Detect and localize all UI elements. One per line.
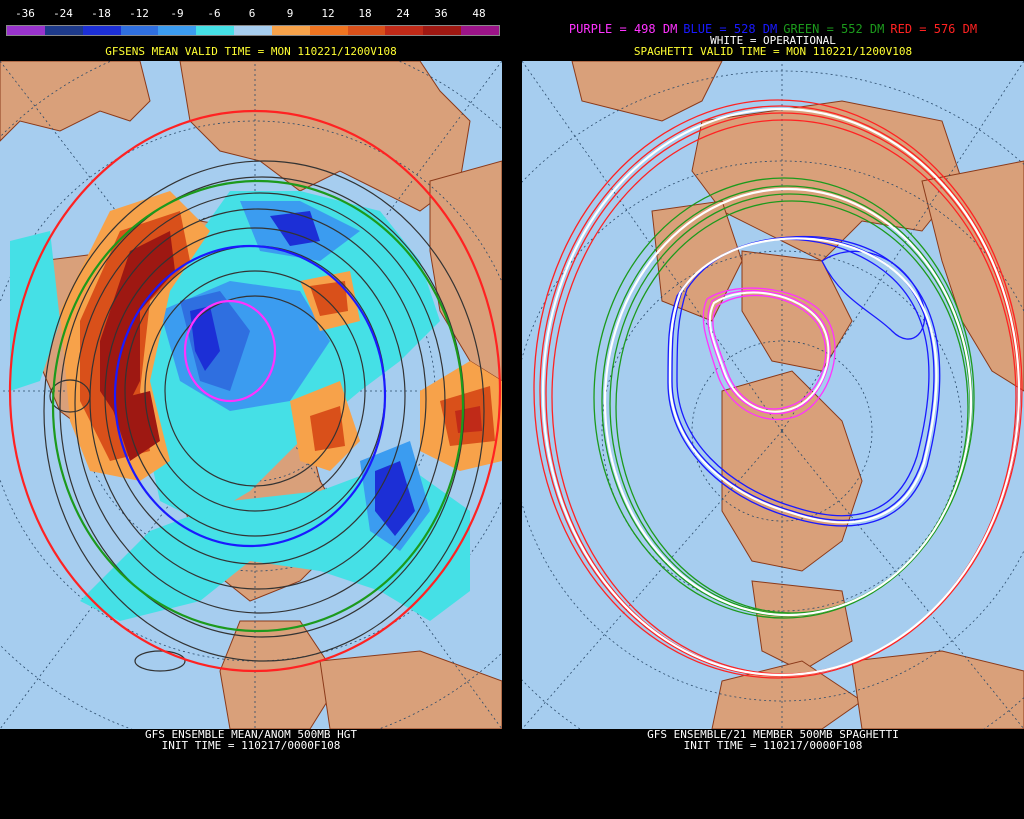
- spaghetti-panel: PURPLE = 498 DM BLUE = 528 DM GREEN = 552 …: [522, 0, 1024, 819]
- init-time-label: INIT TIME = 110217/0000F108: [161, 739, 341, 752]
- valid-time-label: SPAGHETTI VALID TIME = MON 110221/1200V1…: [633, 45, 913, 58]
- scale-label: -6: [207, 7, 221, 20]
- scale-swatch: [423, 26, 462, 35]
- panel-divider: [502, 0, 522, 819]
- land-masses: [571, 61, 1024, 729]
- scale-swatch: [120, 26, 159, 35]
- scale-swatch: [385, 26, 424, 35]
- color-key: PURPLE = 498 DM BLUE = 528 DM GREEN = 552 …: [522, 23, 1024, 35]
- spaghetti-blue: [667, 235, 941, 527]
- scale-label: -36: [15, 7, 35, 20]
- key-purple: PURPLE = 498 DM: [568, 22, 678, 36]
- anomaly-color-scale: -36 -24 -18 -12 -9 -6 6 9 12 18 24 36 48: [6, 8, 500, 40]
- valid-time-label: GFSENS MEAN VALID TIME = MON 110221/1200…: [105, 45, 397, 58]
- spaghetti-red: [533, 99, 1023, 679]
- scale-label: -18: [91, 7, 111, 20]
- init-time-label: INIT TIME = 110217/0000F108: [683, 739, 863, 752]
- scale-label: -12: [129, 7, 149, 20]
- scale-swatch: [461, 26, 499, 35]
- scale-swatch: [196, 26, 235, 35]
- scale-bar: [6, 25, 500, 36]
- key-green: GREEN = 552 DM: [783, 22, 885, 36]
- scale-swatch: [347, 26, 386, 35]
- scale-swatch: [82, 26, 121, 35]
- scale-swatch: [309, 26, 348, 35]
- ensemble-mean-anomaly-panel: -36 -24 -18 -12 -9 -6 6 9 12 18 24 36 48…: [0, 0, 502, 819]
- scale-label: 9: [286, 7, 294, 20]
- anomaly-map: [0, 61, 502, 729]
- scale-label: 24: [396, 7, 410, 20]
- scale-label: 18: [358, 7, 372, 20]
- spaghetti-map: [522, 61, 1024, 729]
- scale-swatch: [234, 26, 272, 35]
- key-blue: BLUE = 528 DM: [683, 22, 778, 36]
- key-red: RED = 576 DM: [890, 22, 978, 36]
- scale-label: 48: [472, 7, 486, 20]
- bottom-title: GFS ENSEMBLE MEAN/ANOM 500MB HGT: [145, 728, 357, 741]
- scale-label: 36: [434, 7, 448, 20]
- scale-label: 12: [321, 7, 335, 20]
- scale-label: -24: [53, 7, 73, 20]
- spaghetti-green: [593, 177, 975, 619]
- reference-contours: [8, 109, 502, 673]
- scale-swatch: [44, 26, 83, 35]
- scale-label: -9: [170, 7, 184, 20]
- scale-label: 6: [248, 7, 256, 20]
- bottom-title: GFS ENSEMBLE/21 MEMBER 500MB SPAGHETTI: [647, 728, 899, 741]
- scale-swatch: [271, 26, 310, 35]
- scale-swatch: [158, 26, 197, 35]
- spaghetti-purple: [702, 287, 836, 421]
- operational-key: WHITE = OPERATIONAL: [710, 34, 836, 47]
- scale-labels: -36 -24 -18 -12 -9 -6 6 9 12 18 24 36 48: [6, 8, 498, 22]
- graticule: [522, 61, 1024, 729]
- scale-swatch: [7, 26, 45, 35]
